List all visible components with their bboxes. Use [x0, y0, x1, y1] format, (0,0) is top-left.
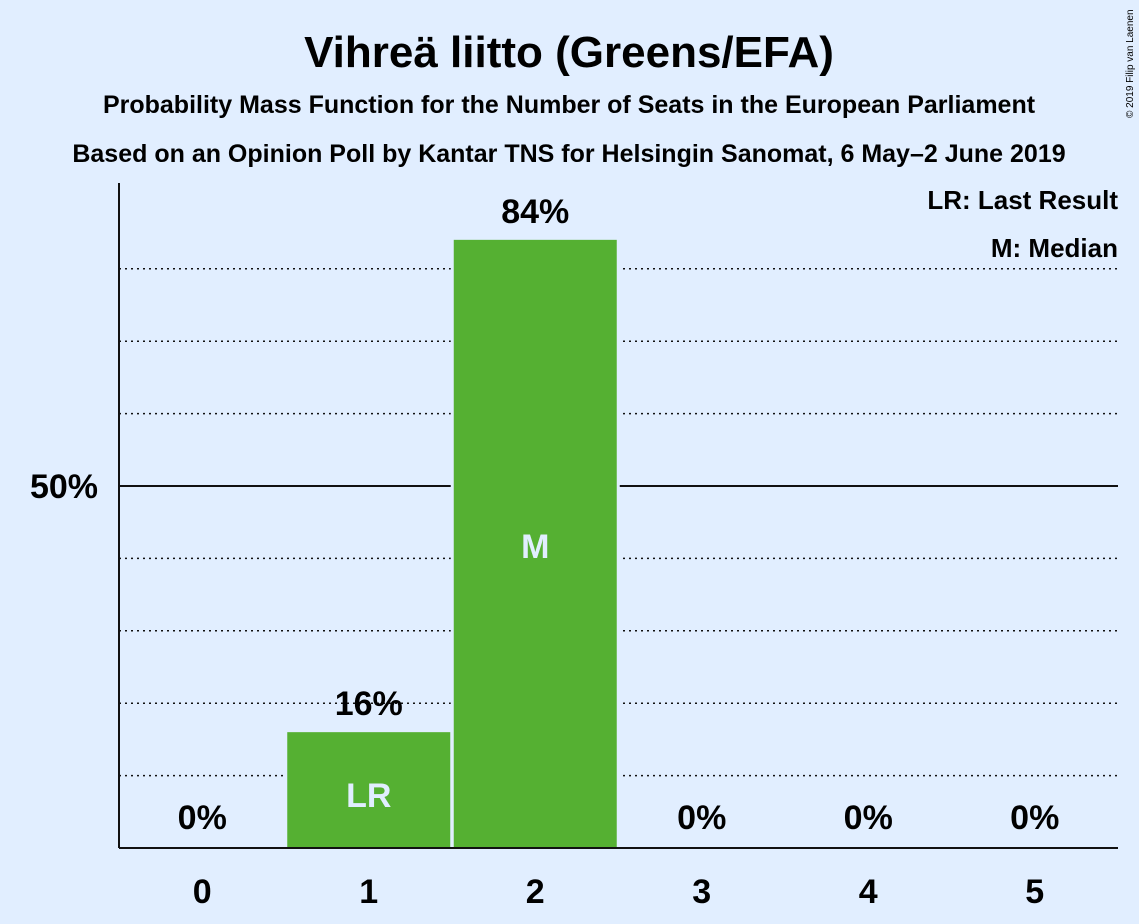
value-label-5: 0%: [1010, 799, 1059, 837]
x-tick-label: 4: [859, 873, 878, 911]
axis-layer: 0 1 2 3 4 5 50%: [30, 183, 1118, 911]
value-label-1: 16%: [335, 685, 403, 723]
value-label-4: 0%: [844, 799, 893, 837]
value-label-2: 84%: [501, 193, 569, 231]
x-tick-label: 2: [526, 873, 545, 911]
copyright-text: © 2019 Filip van Laenen: [1125, 9, 1136, 118]
legend-last-result: LR: Last Result: [927, 185, 1118, 215]
legend-median: M: Median: [991, 233, 1118, 263]
x-tick-label: 3: [692, 873, 711, 911]
x-tick-label: 1: [359, 873, 378, 911]
bar-layer: 0% 16% LR 84% M 0% 0% 0%: [178, 193, 1059, 849]
x-tick-label: 5: [1025, 873, 1044, 911]
bar-marker-LR: LR: [346, 777, 391, 815]
value-label-0: 0%: [178, 799, 227, 837]
chart-title: Vihreä liitto (Greens/EFA): [304, 28, 834, 77]
value-label-3: 0%: [677, 799, 726, 837]
y-tick-label-50: 50%: [30, 468, 98, 506]
chart-subtitle-source: Based on an Opinion Poll by Kantar TNS f…: [72, 140, 1065, 168]
x-tick-label: 0: [193, 873, 212, 911]
bar-marker-M: M: [521, 528, 549, 566]
chart-subtitle: Probability Mass Function for the Number…: [103, 91, 1036, 119]
bar-1: [287, 732, 451, 848]
bar-2: [453, 239, 617, 849]
